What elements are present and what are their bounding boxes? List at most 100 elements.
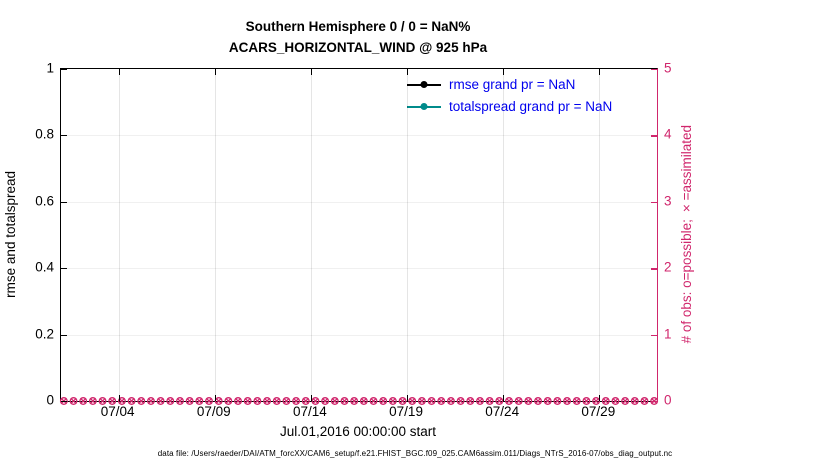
y-axis-label-left-wrap: rmse and totalspread <box>0 68 20 400</box>
x-tick-label: 07/04 <box>100 404 135 419</box>
data-file-caption: data file: /Users/raeder/DAI/ATM_forcXX/… <box>157 449 673 458</box>
obs-possible-marker <box>69 397 78 405</box>
obs-possible-marker <box>340 397 349 405</box>
gridline-vertical <box>214 69 216 401</box>
obs-possible-marker <box>408 397 417 405</box>
y-tick-label-left: 0.4 <box>35 259 54 275</box>
x-tick-mark <box>118 395 120 401</box>
x-tick-mark-top <box>503 69 505 75</box>
y-axis-label-left: rmse and totalspread <box>2 170 18 298</box>
obs-assimilated-marker <box>244 397 251 405</box>
legend-line-sample <box>407 81 441 88</box>
obs-possible-marker <box>630 397 639 405</box>
obs-possible-marker <box>524 397 533 405</box>
y-tick-mark-right <box>651 334 657 336</box>
obs-assimilated-marker <box>592 397 600 405</box>
obs-possible-marker <box>146 397 155 405</box>
obs-possible-marker <box>398 397 407 405</box>
obs-possible-marker <box>234 397 242 405</box>
obs-possible-marker <box>437 397 446 405</box>
obs-possible-marker <box>350 397 359 405</box>
obs-assimilated-marker <box>486 397 493 405</box>
obs-assimilated-marker <box>457 397 464 405</box>
obs-assimilated-marker <box>254 397 261 405</box>
obs-possible-marker <box>205 397 213 405</box>
gridline-vertical <box>118 69 120 401</box>
obs-assimilated-marker <box>631 397 639 405</box>
x-tick-mark <box>407 395 409 401</box>
obs-possible-marker <box>582 397 591 405</box>
x-tick-mark <box>503 395 505 401</box>
y-axis-ticks-right: 0 1 2 3 4 5 <box>661 61 691 408</box>
obs-possible-marker <box>485 397 494 405</box>
x-tick-mark-top <box>310 69 312 75</box>
obs-assimilated-marker <box>379 397 387 405</box>
obs-assimilated-marker <box>476 397 484 405</box>
obs-assimilated-marker <box>341 397 348 405</box>
gridline-horizontal <box>61 201 657 203</box>
obs-assimilated-marker <box>205 397 213 405</box>
obs-assimilated-marker <box>292 397 300 405</box>
obs-possible-marker <box>543 397 552 405</box>
obs-possible-marker <box>369 397 378 405</box>
x-tick-mark <box>599 395 601 401</box>
obs-possible-marker <box>282 397 291 405</box>
obs-possible-marker <box>79 397 88 405</box>
y-tick-label-left: 0.2 <box>35 326 54 342</box>
obs-assimilated-marker <box>283 397 290 405</box>
obs-assimilated-marker <box>176 397 184 405</box>
obs-assimilated-marker <box>186 397 193 405</box>
obs-possible-marker <box>534 397 542 405</box>
obs-possible-marker <box>88 397 97 405</box>
obs-assimilated-marker <box>602 397 610 405</box>
obs-possible-marker <box>553 397 562 405</box>
obs-possible-marker <box>253 397 262 405</box>
obs-possible-marker <box>379 397 388 405</box>
obs-assimilated-marker <box>263 397 271 405</box>
x-axis-label: Jul.01,2016 00:00:00 start <box>279 424 437 439</box>
obs-possible-marker <box>117 397 126 405</box>
obs-assimilated-marker <box>273 397 281 405</box>
obs-possible-marker <box>621 397 630 405</box>
obs-assimilated-marker <box>118 397 126 405</box>
legend-dot-marker <box>420 81 428 88</box>
legend-item: totalspread grand pr = NaN <box>407 99 612 114</box>
y-axis-ticks-left: 0 0.2 0.4 0.6 0.8 1 <box>18 61 54 408</box>
title-line2: ACARS_HORIZONTAL_WIND @ 925 hPa <box>228 40 488 55</box>
legend-line-sample <box>407 103 441 110</box>
obs-possible-marker <box>272 397 281 405</box>
obs-assimilated-marker <box>389 397 397 405</box>
obs-possible-marker <box>388 397 397 405</box>
obs-possible-marker <box>427 397 436 405</box>
y-tick-label-left: 0.8 <box>35 126 54 142</box>
x-tick-mark-top <box>214 69 216 75</box>
legend-label: rmse grand pr = NaN <box>449 77 576 92</box>
x-tick-mark-top <box>407 69 409 75</box>
plot-area: rmse grand pr = NaN totalspread grand pr … <box>59 68 659 405</box>
obs-assimilated-marker <box>99 397 106 405</box>
obs-assimilated-marker <box>534 397 542 405</box>
y-tick-label-right: 3 <box>664 193 672 209</box>
obs-possible-marker <box>514 397 523 405</box>
obs-possible-marker <box>456 397 465 405</box>
obs-assimilated-marker <box>196 397 203 405</box>
obs-possible-marker <box>640 397 649 405</box>
legend: rmse grand pr = NaN totalspread grand pr … <box>407 77 612 114</box>
obs-possible-marker <box>446 397 455 405</box>
obs-assimilated-marker <box>89 397 97 405</box>
y-tick-mark-left <box>61 334 67 336</box>
obs-possible-marker <box>156 397 165 405</box>
obs-assimilated-marker <box>331 397 339 405</box>
x-tick-mark-top <box>118 69 120 75</box>
obs-assimilated-marker <box>302 397 310 405</box>
obs-assimilated-marker <box>447 397 455 405</box>
y-tick-mark-left <box>61 69 67 70</box>
obs-possible-marker <box>601 397 610 405</box>
obs-possible-marker <box>185 397 194 405</box>
obs-assimilated-marker <box>428 397 435 405</box>
obs-assimilated-marker <box>496 397 503 405</box>
legend-item: rmse grand pr = NaN <box>407 77 612 92</box>
obs-possible-marker <box>330 397 339 405</box>
x-tick-label: 07/09 <box>196 404 231 419</box>
